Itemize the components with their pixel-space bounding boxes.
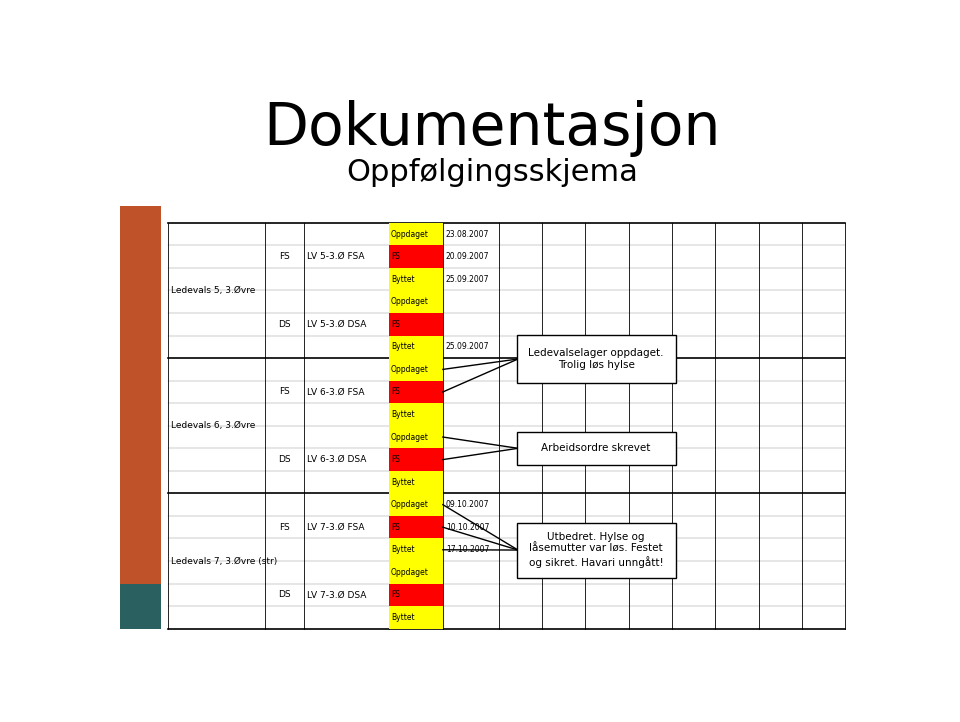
Text: Byttet: Byttet: [391, 478, 415, 487]
Text: FS: FS: [279, 523, 290, 531]
Text: DS: DS: [278, 591, 291, 599]
Text: FS: FS: [279, 388, 290, 396]
Text: Ledevals 5, 3.Øvre: Ledevals 5, 3.Øvre: [171, 286, 255, 295]
Bar: [390, 426, 443, 448]
FancyBboxPatch shape: [516, 335, 676, 383]
Bar: [120, 206, 161, 629]
Text: FS: FS: [391, 388, 399, 396]
Text: 25.09.2007: 25.09.2007: [445, 274, 490, 284]
Bar: [390, 606, 443, 629]
Text: LV 7-3.Ø FSA: LV 7-3.Ø FSA: [307, 523, 364, 531]
Text: FS: FS: [391, 523, 399, 531]
Text: Oppdaget: Oppdaget: [391, 500, 429, 509]
Bar: [390, 290, 443, 313]
Text: LV 5-3.Ø FSA: LV 5-3.Ø FSA: [307, 252, 364, 261]
Bar: [390, 380, 443, 403]
Text: Byttet: Byttet: [391, 274, 415, 284]
Text: 23.08.2007: 23.08.2007: [445, 230, 490, 238]
Text: LV 6-3.Ø DSA: LV 6-3.Ø DSA: [307, 455, 366, 464]
Text: 10.10.2007: 10.10.2007: [445, 523, 490, 531]
Text: FS: FS: [279, 252, 290, 261]
Text: 25.09.2007: 25.09.2007: [445, 342, 490, 352]
Text: Dokumentasjon: Dokumentasjon: [263, 100, 721, 157]
Text: 09.10.2007: 09.10.2007: [445, 500, 490, 509]
Text: Oppdaget: Oppdaget: [391, 230, 429, 238]
Bar: [390, 403, 443, 426]
Text: DS: DS: [278, 455, 291, 464]
Text: LV 7-3.Ø DSA: LV 7-3.Ø DSA: [307, 591, 366, 599]
Text: Ledevals 7, 3.Øvre (str): Ledevals 7, 3.Øvre (str): [171, 557, 277, 565]
Text: 20.09.2007: 20.09.2007: [445, 252, 490, 261]
Text: FS: FS: [391, 320, 399, 329]
Text: Byttet: Byttet: [391, 342, 415, 352]
Text: Oppdaget: Oppdaget: [391, 365, 429, 374]
Bar: [390, 223, 443, 245]
Bar: [120, 583, 161, 629]
Text: Byttet: Byttet: [391, 410, 415, 419]
Bar: [390, 583, 443, 606]
Bar: [390, 516, 443, 539]
Bar: [390, 448, 443, 471]
Bar: [390, 493, 443, 516]
Text: Utbedret. Hylse og
låsemutter var løs. Festet
og sikret. Havari unngått!: Utbedret. Hylse og låsemutter var løs. F…: [529, 532, 663, 568]
Bar: [390, 268, 443, 290]
Text: Oppdaget: Oppdaget: [391, 432, 429, 442]
Text: 17.10.2007: 17.10.2007: [445, 545, 490, 554]
Text: Arbeidsordre skrevet: Arbeidsordre skrevet: [541, 443, 651, 453]
Bar: [390, 539, 443, 561]
Bar: [390, 561, 443, 583]
Text: Ledevals 6, 3.Øvre: Ledevals 6, 3.Øvre: [171, 421, 255, 430]
Text: Oppdaget: Oppdaget: [391, 567, 429, 577]
Bar: [390, 245, 443, 268]
Bar: [390, 358, 443, 380]
Bar: [390, 471, 443, 493]
Text: Oppfølgingsskjema: Oppfølgingsskjema: [346, 158, 638, 187]
Text: Ledevalselager oppdaget.
Trolig løs hylse: Ledevalselager oppdaget. Trolig løs hyls…: [528, 348, 664, 370]
Text: FS: FS: [391, 455, 399, 464]
Text: Byttet: Byttet: [391, 545, 415, 554]
Text: LV 6-3.Ø FSA: LV 6-3.Ø FSA: [307, 388, 364, 396]
FancyBboxPatch shape: [516, 432, 676, 465]
Text: FS: FS: [391, 252, 399, 261]
Text: Oppdaget: Oppdaget: [391, 297, 429, 306]
Text: DS: DS: [278, 320, 291, 329]
Bar: [390, 336, 443, 358]
Text: FS: FS: [391, 591, 399, 599]
Bar: [390, 313, 443, 336]
Text: Byttet: Byttet: [391, 613, 415, 622]
Text: LV 5-3.Ø DSA: LV 5-3.Ø DSA: [307, 320, 366, 329]
FancyBboxPatch shape: [516, 523, 676, 578]
